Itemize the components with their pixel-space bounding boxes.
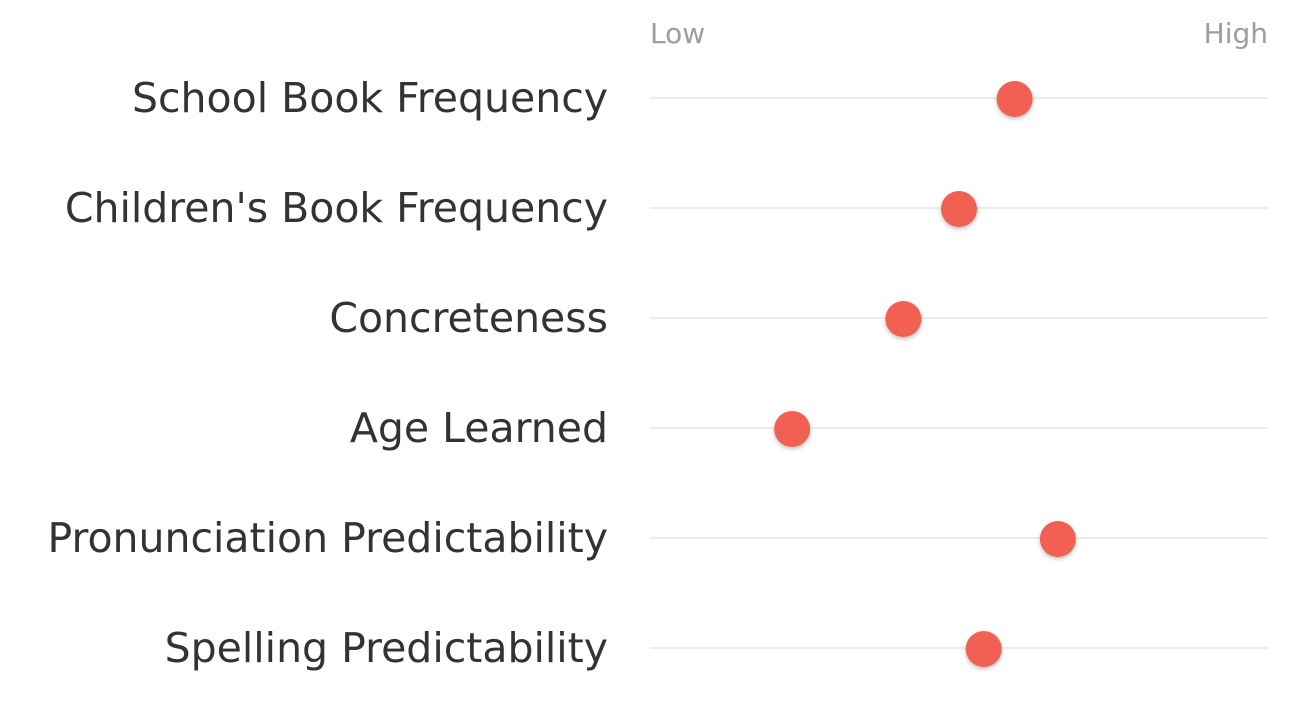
category-label: Age Learned	[349, 404, 608, 452]
data-point	[996, 81, 1033, 117]
data-point	[941, 191, 977, 227]
scale-high-label: High	[1203, 17, 1268, 50]
scale-low-label: Low	[650, 17, 706, 50]
category-label: Pronunciation Predictability	[47, 514, 608, 562]
data-point	[774, 411, 811, 447]
category-label: School Book Frequency	[131, 74, 608, 122]
category-label: Spelling Predictability	[164, 624, 608, 672]
category-label: Children's Book Frequency	[64, 184, 608, 232]
data-point	[885, 301, 922, 337]
category-label: Concreteness	[329, 294, 608, 342]
data-point	[1039, 521, 1076, 557]
data-point	[965, 631, 1002, 667]
